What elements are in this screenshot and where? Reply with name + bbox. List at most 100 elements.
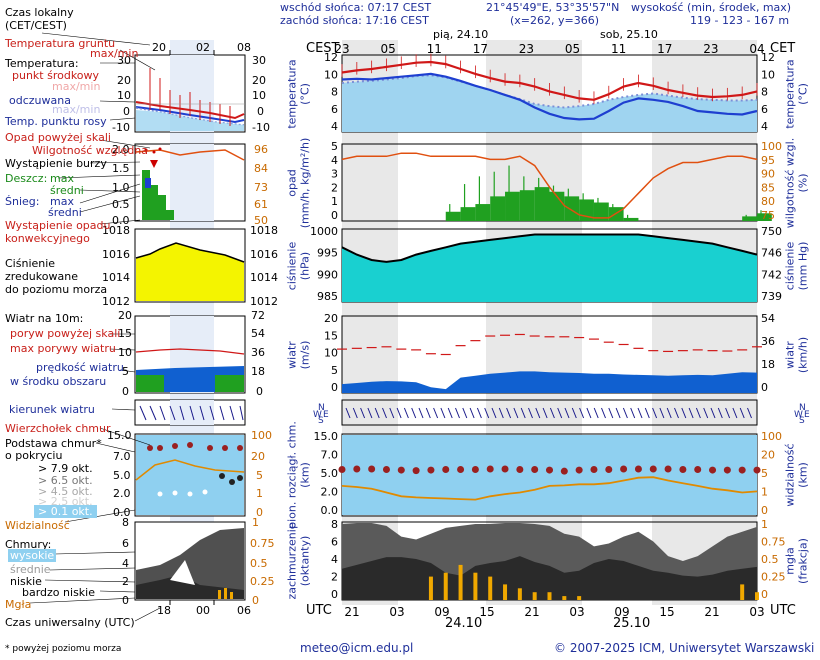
panel-label-press-left: ciśnienie: [285, 241, 299, 290]
panel-label-cover-left: zachmurzenie: [285, 522, 299, 600]
axis-label-left: 990: [317, 268, 338, 281]
wind-arrow: [717, 407, 723, 419]
date2-label: 25.10: [613, 616, 651, 631]
legend-snow-max: max: [50, 195, 74, 208]
legend-axis-label: 8: [122, 516, 129, 529]
panel-label-cloud-right: widzialność: [783, 443, 797, 507]
wind-arrow: [747, 407, 752, 419]
axis-label-left: 2.0: [321, 486, 339, 499]
legend-top-tick: 08: [237, 41, 251, 54]
footnote: * powyżej poziomu morza: [5, 644, 122, 654]
wind-arrow: [513, 407, 519, 419]
visibility-line: [341, 476, 758, 501]
legend-cloud-top: Wierzchołek chmur: [5, 422, 111, 435]
footer-email[interactable]: meteo@icm.edu.pl: [300, 641, 414, 655]
legend-axis-label: 1014: [250, 271, 278, 284]
legend-axis-label: 0.75: [250, 537, 275, 550]
axis-label-right: 5: [761, 467, 768, 480]
panel-label-cloud-left: pion. rozciągł. chm.: [285, 421, 299, 529]
axis-label-left: 7.0: [321, 449, 339, 462]
axis-label-right: 742: [761, 268, 782, 281]
pressure-line: [341, 233, 758, 263]
legend-axis-label: -10: [252, 121, 270, 134]
cloud-top-dot: [427, 466, 435, 474]
legend-axis-label: 61: [254, 198, 268, 211]
axis-label-right: 18: [761, 358, 775, 371]
axis-label-right: 739: [761, 290, 782, 303]
legend-temp-lines: [135, 68, 245, 131]
axis-label-right: 54: [761, 312, 775, 325]
panel-label-temp-right-unit: (°C): [796, 82, 810, 105]
time-tick-bottom: 21: [344, 605, 359, 619]
cloud-background: [342, 435, 757, 515]
legend-wind-dir: kierunek wiatru: [9, 403, 95, 416]
wind-arrow: [659, 407, 665, 419]
wind-arrow: [615, 407, 621, 419]
legend-ground-maxmin: max/min: [90, 47, 139, 60]
legend-storm: Wystąpienie burzy: [5, 157, 107, 170]
cloud-top-dot: [575, 466, 583, 474]
panel-label-wind-right-unit: (km/h): [796, 336, 810, 373]
legend-wind-speed2: w środku obszaru: [10, 375, 107, 388]
rain-mid-bar: [505, 191, 520, 221]
panel-label-temp-left: temperatura: [285, 58, 299, 129]
cloud-top-dot: [486, 465, 494, 473]
axis-label-right: 12: [761, 51, 775, 64]
legend-axis-label: 0.5: [112, 198, 130, 211]
cloud-top-dot: [442, 466, 450, 474]
legend-local-time-sub: (CET/CEST): [5, 19, 67, 32]
wind-arrow: [411, 407, 417, 419]
axis-label-left: 10: [324, 68, 338, 81]
axis-label-left: 985: [317, 290, 338, 303]
axis-label-left: 6: [331, 536, 338, 549]
wind-arrow: [389, 407, 395, 419]
axis-label-right: 10: [761, 68, 775, 81]
legend-ground-temp: Temperatura gruntu: [5, 37, 116, 50]
axis-label-left: 15.0: [314, 430, 339, 443]
legend-cloud-dots: [135, 435, 245, 515]
wind-arrow: [637, 407, 643, 419]
panel-label-wind-right: wiatr: [783, 340, 797, 369]
cloud-top-dot: [590, 466, 598, 474]
cloud-top-dot: [471, 466, 479, 474]
fog-bar: [458, 564, 463, 600]
wind-arrow: [418, 407, 424, 419]
legend-low: niskie: [10, 575, 42, 588]
legend-gust-above: poryw powyżej skali: [10, 327, 121, 340]
compass-w-left: W: [313, 410, 322, 420]
fog-bar: [488, 576, 493, 600]
compass-e-left: E: [323, 410, 329, 420]
time-tick-top: 05: [565, 42, 580, 56]
panel-label-cover-left-unit: (oktanty): [298, 535, 312, 587]
legend-fog: Mgła: [5, 598, 32, 611]
legend-pressure3: do poziomu morza: [5, 283, 108, 296]
legend-precip-above: Opad powyżej skali: [5, 131, 111, 144]
legend-bottom-tick: 18: [157, 604, 171, 617]
fog-bar: [755, 592, 759, 600]
axis-label-right: 90: [761, 168, 775, 181]
cloud-top-dot: [397, 466, 405, 474]
legend-okt-01: > 0.1 okt.: [34, 505, 97, 518]
cloud-top-dot: [664, 465, 672, 473]
dew-area: [342, 75, 757, 132]
fog-bar: [428, 576, 433, 600]
fog-bar: [740, 584, 745, 600]
fog-bar: [443, 572, 448, 600]
legend-okt-65: > 6.5 okt.: [38, 474, 93, 487]
legend-axis-label: 0.5: [250, 557, 268, 570]
legend-axis-label: 36: [251, 346, 265, 359]
time-tick-bottom: 15: [479, 605, 494, 619]
fog-bar: [532, 592, 537, 600]
time-tick-top: 17: [473, 42, 488, 56]
legend-axis-label: 96: [254, 143, 268, 156]
time-tick-top: 05: [380, 42, 395, 56]
legend-axis-label: 0.0: [112, 214, 130, 227]
axis-label-left: 0: [331, 381, 338, 394]
footer-copyright: © 2007-2025 ICM, Uniwersytet Warszawski: [554, 641, 815, 655]
cloud-top-dot: [709, 466, 717, 474]
axis-label-left: 6: [331, 103, 338, 116]
legend-axis-label: 5: [256, 469, 263, 482]
time-tick-bottom: 03: [389, 605, 404, 619]
axis-label-left: 4: [331, 553, 338, 566]
compass-n-left: N: [318, 403, 325, 413]
